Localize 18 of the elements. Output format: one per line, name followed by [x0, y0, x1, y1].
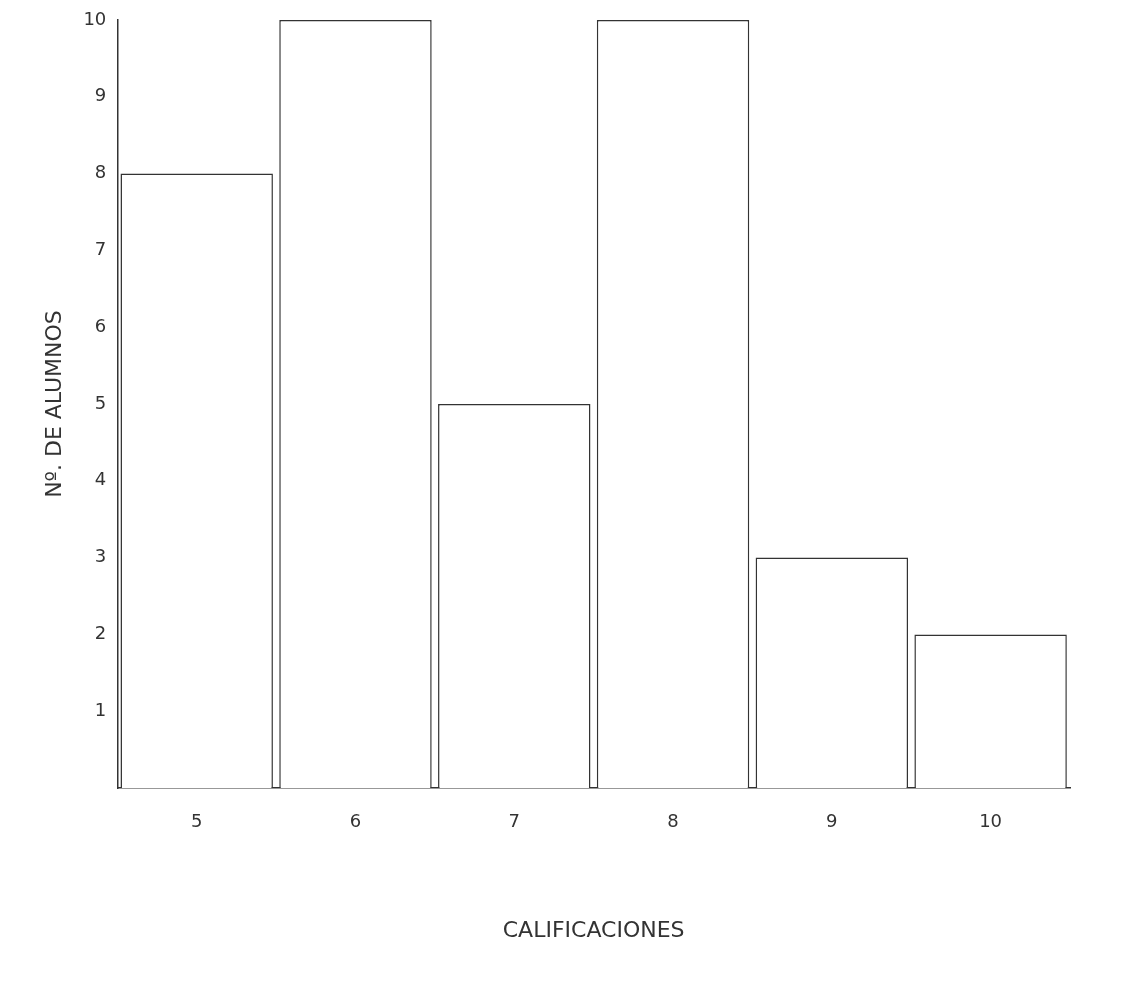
x-tick-label: 6: [349, 810, 362, 832]
x-tick-label: 7: [508, 810, 520, 832]
y-tick-label: 5: [94, 391, 107, 413]
y-tick-label: 4: [94, 468, 107, 490]
y-tick-label: 7: [94, 238, 107, 260]
y-tick-label: 6: [94, 314, 107, 336]
y-tick-label: 8: [94, 161, 107, 183]
x-tick-label: 5: [190, 810, 203, 832]
y-tick-label: 2: [94, 622, 107, 644]
x-tick-label: 8: [667, 810, 679, 832]
y-axis-title: Nº. DE ALUMNOS: [40, 310, 66, 498]
y-tick-label: 1: [94, 698, 107, 720]
x-tick-label: 10: [979, 810, 1003, 832]
y-tick-label: 10: [83, 7, 107, 29]
x-axis-title: CALIFICACIONES: [502, 916, 685, 942]
x-tick-label: 9: [826, 810, 838, 832]
y-tick-label: 9: [94, 84, 107, 106]
y-tick-label: 3: [94, 545, 107, 567]
